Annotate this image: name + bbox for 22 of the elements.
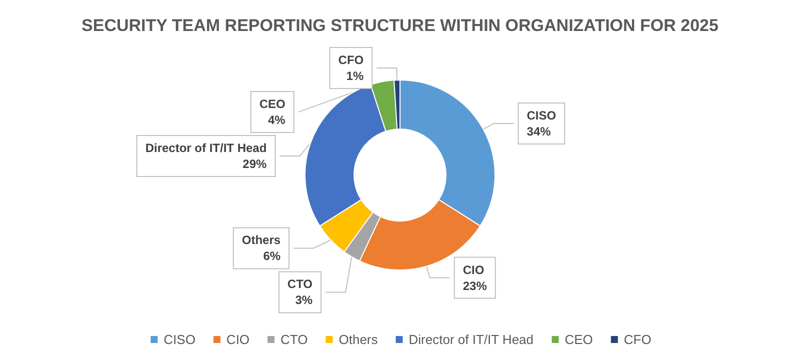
legend-label: Others: [338, 332, 378, 347]
slice-label: CEO: [259, 97, 286, 112]
legend-label: CEO: [564, 332, 593, 347]
data-label: 4%: [268, 113, 286, 128]
legend-label: Director of IT/IT Head: [408, 332, 534, 347]
data-label: 6%: [263, 249, 281, 264]
legend-label: CIO: [226, 332, 250, 347]
chart-title: SECURITY TEAM REPORTING STRUCTURE WITHIN ORGANIZATION FOR 2025: [82, 16, 718, 35]
slice-label: CFO: [338, 53, 364, 68]
legend-label: CISO: [164, 332, 196, 347]
slice-label: Others: [242, 233, 281, 248]
legend-label: CFO: [624, 332, 652, 347]
legend-label: CTO: [280, 332, 308, 347]
data-label: 23%: [462, 278, 488, 293]
data-label: 34%: [526, 124, 552, 138]
slice-label: CTO: [287, 277, 313, 292]
slice-label: CISO: [526, 108, 556, 122]
data-label: 3%: [295, 293, 313, 308]
slice-label: Director of IT/IT Head: [145, 141, 267, 156]
data-label: 29%: [242, 157, 267, 172]
slice-label: CIO: [462, 262, 484, 277]
data-label: 1%: [346, 69, 364, 84]
